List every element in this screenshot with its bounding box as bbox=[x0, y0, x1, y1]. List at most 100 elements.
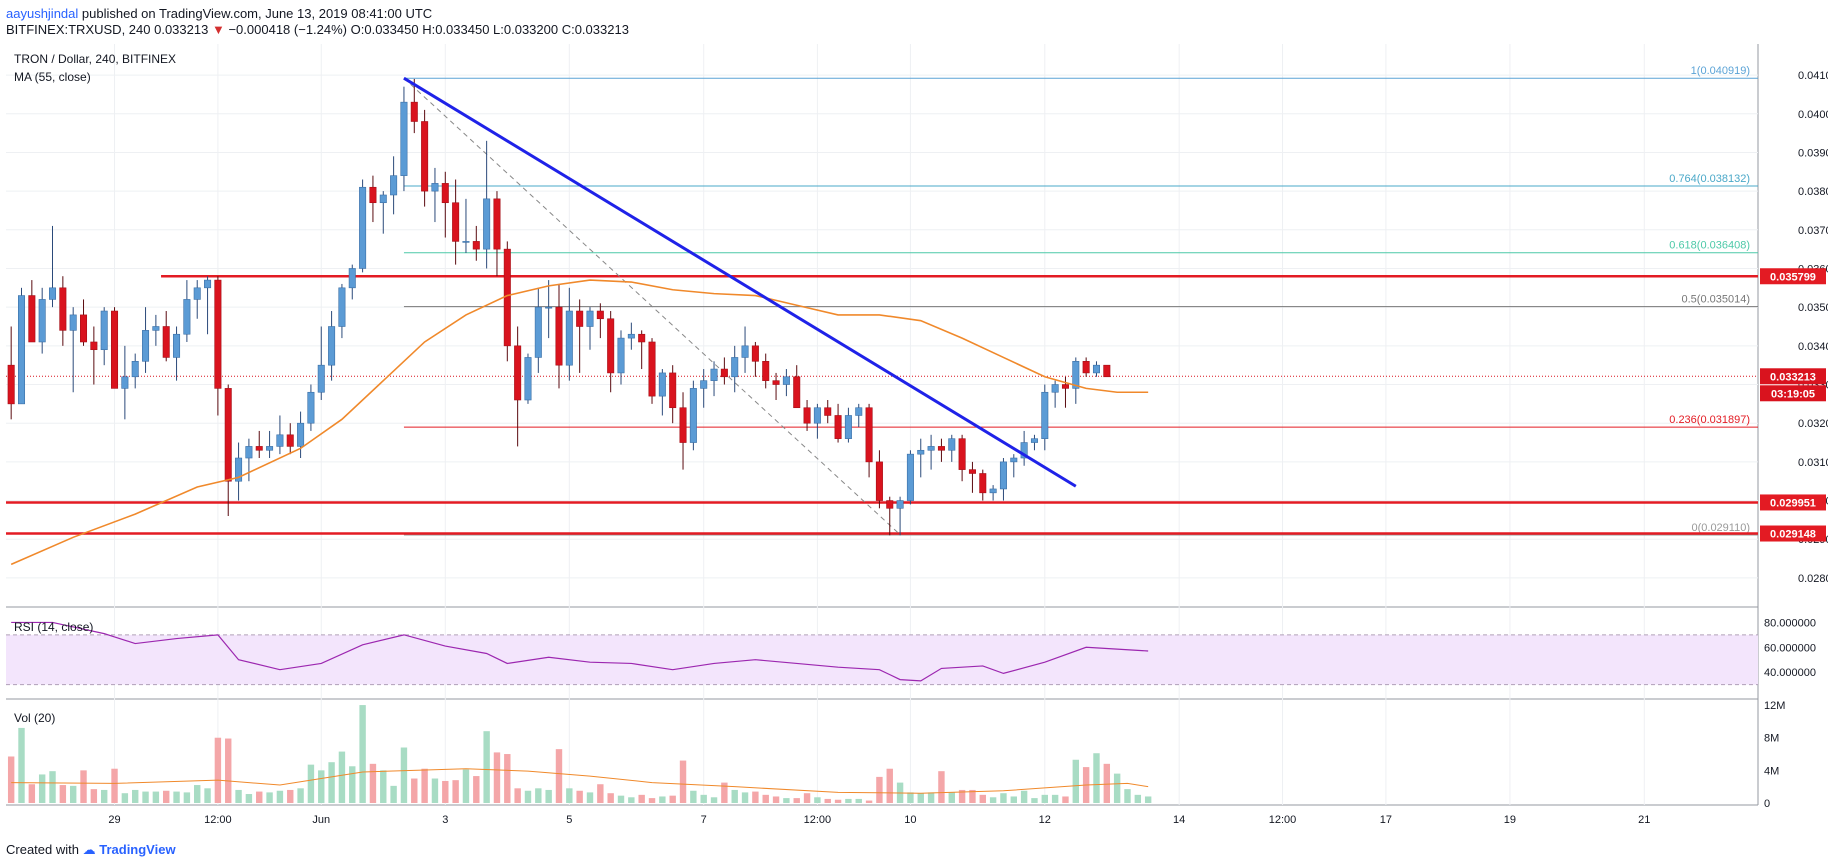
candle bbox=[338, 283, 346, 339]
chart-title: TRON / Dollar, 240, BITFINEX bbox=[14, 52, 176, 66]
volume-bar bbox=[824, 798, 831, 803]
candle-body bbox=[452, 202, 460, 242]
volume-bar bbox=[152, 791, 160, 803]
volume-bar bbox=[752, 791, 759, 803]
candle-body bbox=[844, 415, 852, 439]
candle bbox=[762, 353, 770, 389]
volume-bar bbox=[90, 789, 98, 803]
candle-body bbox=[658, 372, 666, 397]
candle bbox=[193, 280, 201, 319]
candle bbox=[204, 276, 212, 335]
candle-body bbox=[28, 295, 36, 343]
volume-bar bbox=[256, 791, 263, 803]
candle bbox=[596, 303, 604, 339]
candle-body bbox=[875, 461, 883, 501]
volume-bar bbox=[1020, 790, 1028, 803]
candle-body bbox=[1010, 457, 1018, 463]
candle bbox=[906, 450, 914, 505]
candle-body bbox=[359, 186, 367, 269]
volume-bar bbox=[1041, 794, 1049, 803]
candle bbox=[1051, 380, 1059, 408]
candle-body bbox=[586, 310, 594, 327]
publish-text: published on TradingView.com, June 13, 2… bbox=[81, 6, 433, 21]
candle-body bbox=[38, 299, 46, 343]
volume-bar bbox=[586, 792, 594, 803]
volume-bar bbox=[545, 789, 552, 803]
candle-body bbox=[1061, 384, 1069, 389]
candle bbox=[359, 179, 367, 273]
volume-bar bbox=[514, 788, 521, 803]
candle-body bbox=[576, 310, 584, 327]
rsi-tick-label: 40.000000 bbox=[1764, 667, 1816, 679]
candle bbox=[379, 191, 387, 234]
candle bbox=[1072, 357, 1080, 404]
candle bbox=[297, 411, 305, 459]
candle bbox=[483, 140, 491, 269]
candle-body bbox=[131, 361, 139, 378]
volume-label: Vol (20) bbox=[14, 711, 55, 725]
candle-body bbox=[617, 337, 625, 374]
volume-bar bbox=[958, 789, 966, 803]
candle bbox=[555, 283, 563, 389]
candle-body bbox=[906, 453, 914, 501]
volume-bar bbox=[400, 747, 408, 803]
volume-bar bbox=[276, 790, 284, 803]
candle bbox=[710, 361, 718, 397]
candle-body bbox=[307, 391, 315, 424]
candle-body bbox=[886, 500, 894, 509]
volume-bar bbox=[204, 788, 211, 803]
candle bbox=[865, 403, 873, 478]
volume-bar bbox=[876, 776, 883, 803]
candle bbox=[1010, 454, 1018, 478]
candle bbox=[214, 276, 222, 416]
grid bbox=[6, 44, 1759, 806]
time-tick-label: 5 bbox=[566, 814, 572, 826]
candle bbox=[235, 442, 243, 501]
candle bbox=[121, 345, 129, 420]
volume-bar bbox=[700, 794, 707, 803]
volume-bar bbox=[28, 784, 36, 803]
volume-bar bbox=[607, 793, 614, 803]
candle bbox=[7, 326, 15, 420]
candle-body bbox=[142, 330, 150, 362]
candle-body bbox=[121, 376, 129, 389]
price-tag bbox=[1760, 268, 1826, 285]
candle bbox=[886, 496, 894, 536]
candle bbox=[111, 307, 119, 389]
candle-body bbox=[431, 183, 439, 192]
candle-body bbox=[700, 380, 708, 389]
candle-body bbox=[968, 469, 976, 474]
candle bbox=[431, 167, 439, 223]
tradingview-logo-icon: ☁ bbox=[82, 842, 96, 857]
price-pane: 1(0.040919) 0.764(0.038132) 0.618(0.036408… bbox=[6, 65, 1758, 566]
candle bbox=[441, 171, 449, 238]
candle-body bbox=[627, 333, 635, 339]
volume-bar bbox=[690, 790, 697, 803]
time-tick-label: 3 bbox=[442, 814, 448, 826]
candle bbox=[772, 372, 780, 400]
symbol: BITFINEX:TRXUSD, 240 bbox=[6, 22, 151, 37]
candle bbox=[255, 430, 263, 459]
author-link[interactable]: aayushjindal bbox=[6, 6, 79, 21]
volume-bar bbox=[411, 778, 418, 803]
candle-body bbox=[18, 295, 26, 405]
candle bbox=[90, 326, 98, 385]
candle bbox=[741, 326, 749, 373]
volume-bar bbox=[142, 791, 149, 803]
candle bbox=[824, 399, 832, 424]
volume-bar bbox=[617, 795, 625, 803]
candle-body bbox=[555, 306, 563, 366]
volume-bar bbox=[421, 768, 428, 803]
candle-body bbox=[731, 357, 739, 378]
tradingview-brand[interactable]: TradingView bbox=[99, 842, 176, 857]
candle-body bbox=[751, 345, 759, 362]
candle-body bbox=[958, 438, 966, 470]
candle-body bbox=[514, 345, 522, 401]
volume-bar bbox=[111, 768, 118, 803]
time-tick-label: 12:00 bbox=[204, 814, 232, 826]
volume-bar bbox=[886, 768, 893, 803]
candle bbox=[1041, 384, 1049, 451]
candle bbox=[700, 369, 708, 408]
rsi-tick-label: 80.000000 bbox=[1764, 617, 1816, 629]
